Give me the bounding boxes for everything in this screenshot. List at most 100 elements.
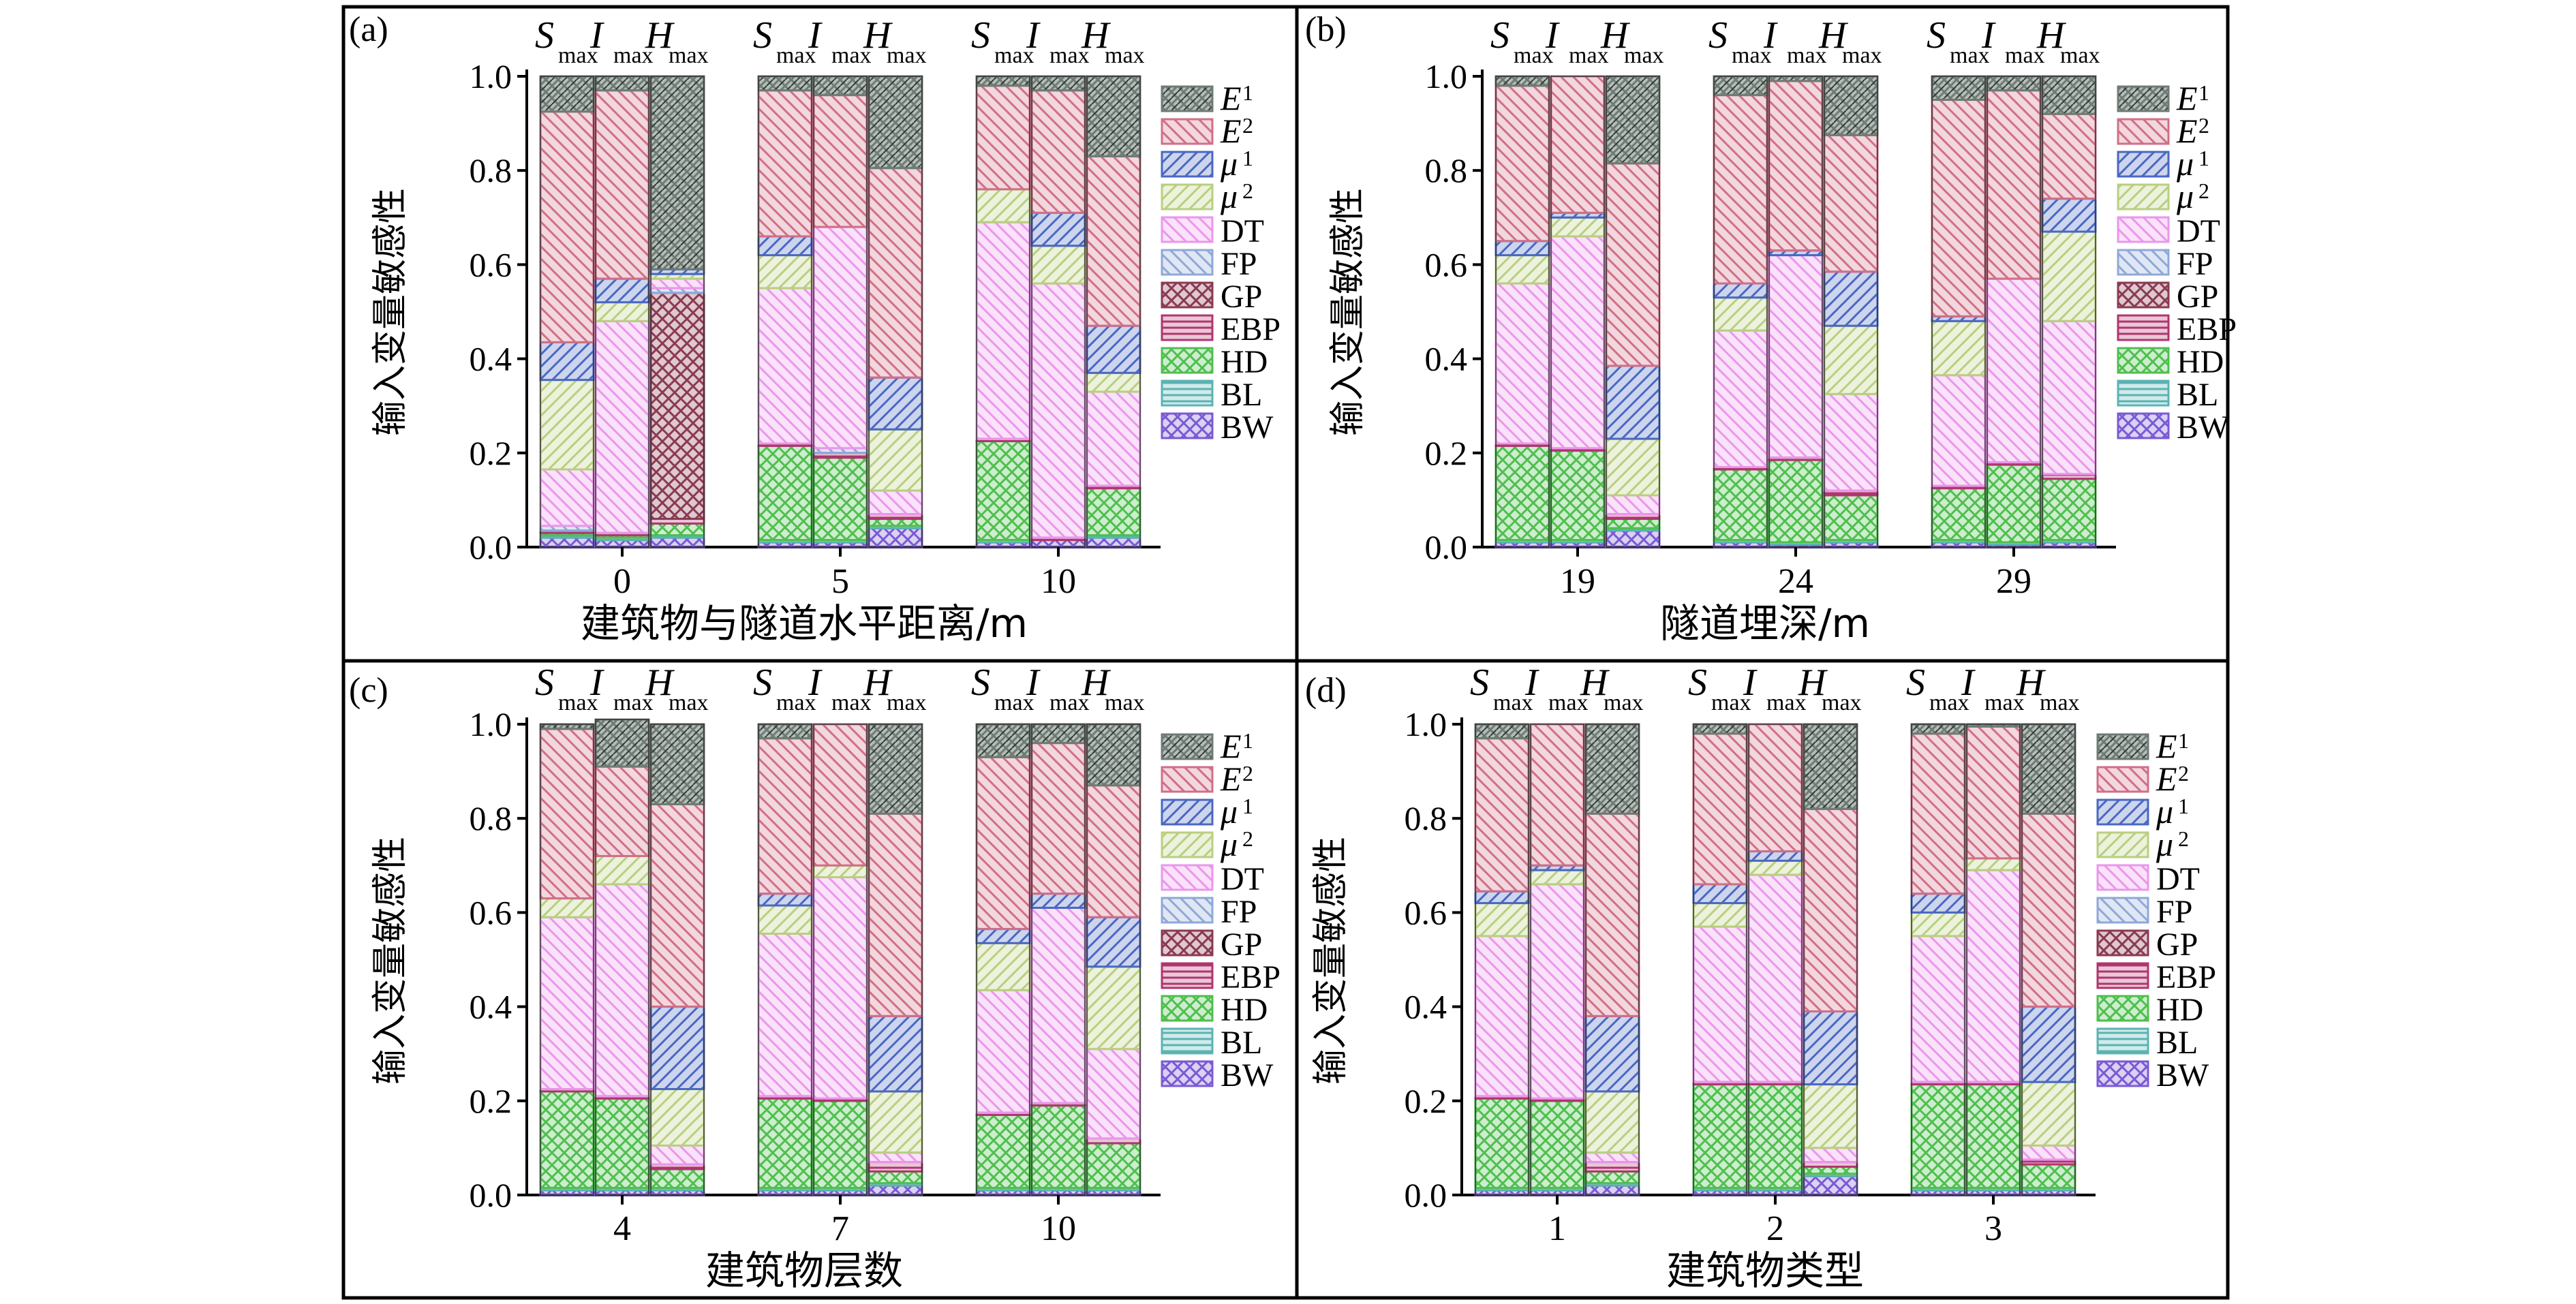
bar-segment-hd [1494, 444, 1550, 542]
x-tick-label: 24 [1778, 562, 1813, 601]
bar-segment-dt [1692, 925, 1748, 1083]
legend-swatch-gp [1161, 929, 1214, 957]
stacked-bar [1986, 75, 2042, 548]
bar-segment-bw [1030, 539, 1086, 548]
panel-label: (a) [349, 10, 388, 49]
bar-segment-e2 [539, 110, 595, 343]
bar-segment-mu1 [539, 341, 595, 382]
bar-segment-dt [649, 277, 705, 290]
stacked-bar [1965, 723, 2021, 1196]
bar-segment-mu1 [1474, 890, 1530, 905]
bar-segment-dt [868, 1151, 923, 1164]
bar-segment-e2 [649, 803, 705, 1008]
bar-segment-mu1 [1494, 240, 1550, 257]
legend-swatch-bl [1161, 379, 1214, 407]
bar-outline [1086, 724, 1141, 1196]
x-tick-label: 1 [1548, 1209, 1566, 1248]
legend-swatch-ebp [2096, 962, 2149, 989]
bar-header-symbol: S [1470, 662, 1489, 704]
bar-outline [1606, 76, 1660, 548]
bar-header-subscript: max [1766, 690, 1807, 715]
bar-segment-hd [1550, 449, 1606, 542]
stacked-bar [812, 75, 868, 548]
legend-label-symbol: μ [1220, 792, 1238, 830]
legend-label: GP [1221, 279, 1262, 315]
bar-header-symbol: H [645, 14, 675, 57]
bar-segment-e2 [1474, 737, 1530, 892]
stacked-bar [975, 723, 1031, 1196]
bar-segment-mu1 [594, 277, 650, 304]
legend-label-subscript: 1 [2198, 146, 2209, 170]
bar-outline [2021, 724, 2076, 1196]
bar-segment-hd [2041, 478, 2097, 542]
bar-segment-e2 [1692, 732, 1748, 886]
legend-swatch-bl [2096, 1027, 2149, 1055]
bar-segment-e2 [2041, 112, 2097, 200]
bar-segment-bw [868, 527, 923, 548]
bar-header-subscript: max [1049, 690, 1090, 715]
legend-label-subscript: 2 [2198, 178, 2209, 203]
y-tick-label: 0.8 [1405, 799, 1447, 837]
bar-header-symbol: I [589, 662, 604, 704]
legend-swatch-mu1 [1161, 798, 1214, 826]
bar-segment-hd [1086, 487, 1141, 537]
bar-segment-e2 [868, 167, 923, 379]
bar-segment-e1 [812, 75, 868, 97]
bar-segment-e1 [1086, 723, 1141, 787]
y-tick-label: 0.8 [470, 151, 512, 189]
bar-segment-e2 [975, 756, 1031, 931]
legend-swatch-ebp [2117, 314, 2170, 341]
bar-segment-hd [1768, 459, 1824, 544]
bar-segment-dt [975, 989, 1031, 1114]
stacked-bar [2021, 723, 2076, 1196]
stacked-bar [539, 723, 595, 1196]
y-axis-label: 输入变量敏感性 [370, 188, 411, 436]
bar-segment-hd [1823, 494, 1879, 542]
bar-segment-hd [1474, 1097, 1530, 1190]
bar-segment-dt [1713, 329, 1768, 469]
stacked-bar [1030, 75, 1086, 548]
bar-segment-e1 [1584, 723, 1640, 815]
x-axis-label: 建筑物层数 [705, 1247, 903, 1294]
bar-segment-dt [1910, 935, 1966, 1083]
bar-segment-e1 [2041, 75, 2097, 115]
legend-label: BW [1221, 1057, 1274, 1093]
bar-outline [758, 724, 812, 1196]
legend-swatch-gp [2117, 281, 2170, 309]
bar-header-symbol: I [808, 14, 823, 57]
legend-swatch-gp [2096, 929, 2149, 957]
legend-label: BW [1221, 409, 1274, 446]
stacked-bar [1086, 75, 1141, 548]
legend-swatch-dt [2096, 864, 2149, 891]
bar-header-symbol: I [1026, 662, 1041, 704]
bar-segment-dt [2041, 320, 2097, 476]
bar-segment-dt [975, 221, 1031, 440]
bar-header-subscript: max [1604, 690, 1644, 715]
bar-segment-e2 [1910, 732, 1966, 895]
stacked-bar [1823, 75, 1879, 548]
bar-segment-dt [1823, 392, 1879, 492]
legend-label: DT [2156, 861, 2200, 897]
bar-segment-e1 [1086, 75, 1141, 157]
bar-segment-mu2 [1030, 245, 1086, 285]
bar-header-symbol: I [808, 662, 823, 704]
legend-label-subscript: 1 [1242, 794, 1253, 818]
stacked-bar [1030, 723, 1086, 1196]
legend-swatch-mu2 [2117, 183, 2170, 211]
bar-segment-mu1 [1086, 916, 1141, 968]
legend-swatch-fp [2096, 897, 2149, 924]
bar-outline [1713, 76, 1768, 548]
bar-segment-hd [757, 1097, 813, 1190]
bar-segment-mu1 [1713, 282, 1768, 299]
stacked-bar [1086, 723, 1141, 1196]
bar-header-subscript: max [558, 43, 598, 68]
legend-label: EBP [1221, 311, 1281, 347]
bar-header-symbol: H [1798, 662, 1828, 704]
legend-label: BW [2156, 1057, 2209, 1093]
y-tick-label: 0.4 [470, 988, 512, 1026]
legend-label-symbol: E [1220, 79, 1242, 117]
y-tick-label: 0.0 [1425, 528, 1468, 566]
